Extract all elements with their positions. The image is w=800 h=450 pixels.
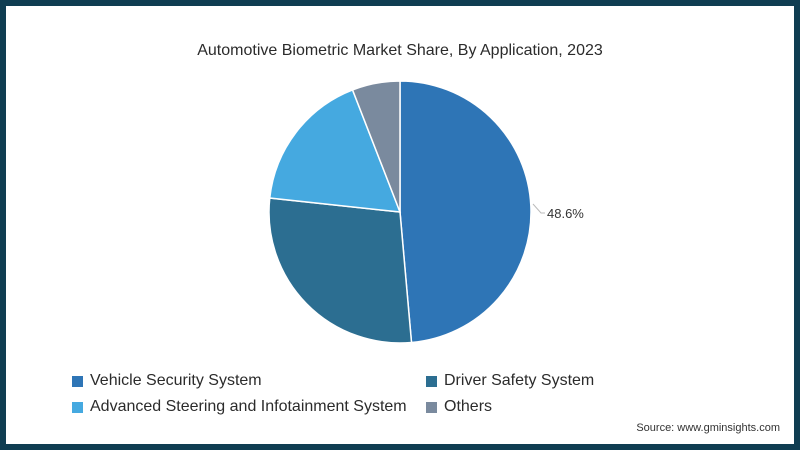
- legend-item-others: Others: [426, 398, 492, 416]
- chart-title: Automotive Biometric Market Share, By Ap…: [197, 42, 603, 59]
- legend-label: Advanced Steering and Infotainment Syste…: [90, 398, 407, 415]
- legend-swatch: [426, 401, 437, 413]
- legend-label: Vehicle Security System: [90, 372, 262, 389]
- pie-slice-advanced-steering-and-infotainment-system: [268, 88, 402, 213]
- data-label-vehicle-security: 48.6%: [547, 206, 584, 221]
- legend-swatch: [72, 375, 83, 387]
- data-label-leader-line: [532, 203, 545, 214]
- legend-item-vehicle-security: Vehicle Security System: [72, 372, 262, 390]
- pie-svg: 48.6%: [268, 80, 584, 344]
- chart-card: Automotive Biometric Market Share, By Ap…: [6, 6, 794, 444]
- pie-slice-driver-safety-system: [268, 197, 413, 344]
- pie-slice-others: [351, 80, 401, 213]
- legend-item-advanced-steering: Advanced Steering and Infotainment Syste…: [72, 398, 407, 416]
- legend-swatch: [72, 401, 83, 413]
- legend-label: Driver Safety System: [444, 372, 595, 389]
- pie-chart: 48.6%: [6, 6, 794, 444]
- source-note: Source: www.gminsights.com: [636, 422, 780, 434]
- legend-item-driver-safety: Driver Safety System: [426, 372, 594, 390]
- legend-swatch: [426, 375, 437, 387]
- pie-slice-vehicle-security-system: [399, 80, 532, 344]
- legend-label: Others: [444, 398, 493, 415]
